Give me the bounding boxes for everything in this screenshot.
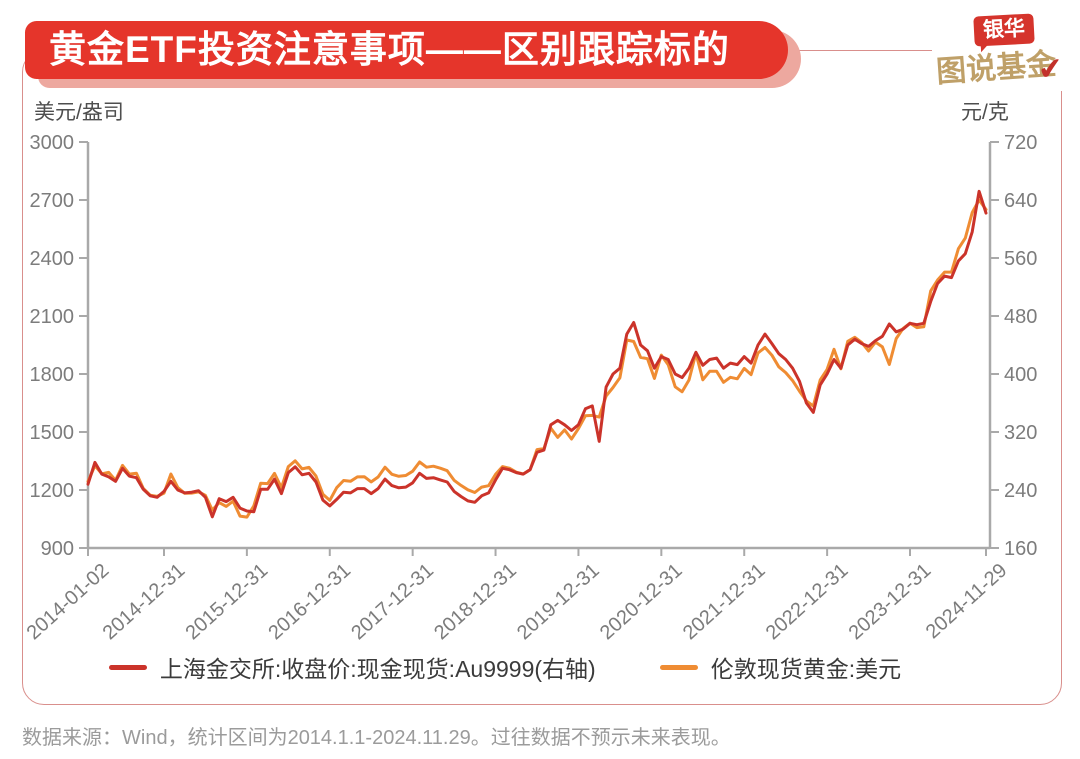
svg-text:160: 160 xyxy=(1004,538,1037,560)
svg-text:320: 320 xyxy=(1004,422,1037,444)
brand-logo: 银华 图说基金 ✔ xyxy=(932,5,1077,91)
svg-text:1800: 1800 xyxy=(30,364,75,386)
svg-text:560: 560 xyxy=(1004,248,1037,270)
svg-text:2014-01-02: 2014-01-02 xyxy=(23,559,114,644)
svg-text:480: 480 xyxy=(1004,306,1037,328)
svg-text:2700: 2700 xyxy=(30,190,75,212)
svg-text:240: 240 xyxy=(1004,480,1037,502)
svg-text:2400: 2400 xyxy=(30,248,75,270)
legend-item-shanghai-au9999: 上海金交所:收盘价:现金现货:Au9999(右轴) xyxy=(108,650,596,684)
legend-swatch-red-line xyxy=(108,664,147,670)
left-axis-unit: 美元/盎司 xyxy=(34,101,124,124)
legend-label-london-gold: 伦敦现货黄金:美元 xyxy=(710,656,902,682)
svg-text:3000: 3000 xyxy=(30,132,75,154)
svg-text:2024-11-29: 2024-11-29 xyxy=(922,559,1012,643)
svg-text:2015-12-31: 2015-12-31 xyxy=(181,559,272,644)
svg-text:2016-12-31: 2016-12-31 xyxy=(264,559,355,644)
axes xyxy=(86,142,992,550)
svg-text:2021-12-31: 2021-12-31 xyxy=(679,559,770,644)
svg-text:400: 400 xyxy=(1004,364,1037,386)
line-series-0 xyxy=(86,189,988,519)
svg-text:2023-12-31: 2023-12-31 xyxy=(845,559,936,644)
svg-text:900: 900 xyxy=(41,538,74,560)
svg-text:2019-12-31: 2019-12-31 xyxy=(513,559,604,644)
line-series-1 xyxy=(86,198,988,519)
svg-text:2022-12-31: 2022-12-31 xyxy=(762,559,853,644)
svg-text:640: 640 xyxy=(1004,190,1037,212)
check-icon: ✔ xyxy=(1036,51,1065,88)
svg-text:2017-12-31: 2017-12-31 xyxy=(347,559,438,644)
data-source-note: 数据来源：Wind，统计区间为2014.1.1-2024.11.29。过往数据不… xyxy=(22,727,731,749)
svg-text:720: 720 xyxy=(1004,132,1037,154)
svg-text:2018-12-31: 2018-12-31 xyxy=(430,559,521,644)
svg-text:2100: 2100 xyxy=(30,306,75,328)
axis-ticks xyxy=(79,141,999,556)
right-axis-unit: 元/克 xyxy=(961,101,1009,124)
svg-text:2020-12-31: 2020-12-31 xyxy=(596,559,687,644)
series-lines xyxy=(86,189,988,519)
legend-swatch-orange-line xyxy=(659,664,698,670)
chart-legend: 上海金交所:收盘价:现金现货:Au9999(右轴) 伦敦现货黄金:美元 xyxy=(0,650,1010,684)
legend-label-shanghai-au9999: 上海金交所:收盘价:现金现货:Au9999(右轴) xyxy=(159,656,596,682)
svg-text:1500: 1500 xyxy=(30,422,75,444)
svg-text:2014-12-31: 2014-12-31 xyxy=(99,559,190,644)
chart-frame xyxy=(22,50,1062,705)
page-title: 黄金ETF投资注意事项——区别跟踪标的 xyxy=(25,21,788,79)
axis-tick-labels: 3000 2700 2400 2100 1800 1500 1200 900 720 640 560… xyxy=(23,132,1038,644)
svg-text:1200: 1200 xyxy=(30,480,75,502)
legend-item-london-gold: 伦敦现货黄金:美元 xyxy=(659,650,902,684)
gold-price-line-chart: 3000 2700 2400 2100 1800 1500 1200 900 720 640 560… xyxy=(23,132,1038,644)
